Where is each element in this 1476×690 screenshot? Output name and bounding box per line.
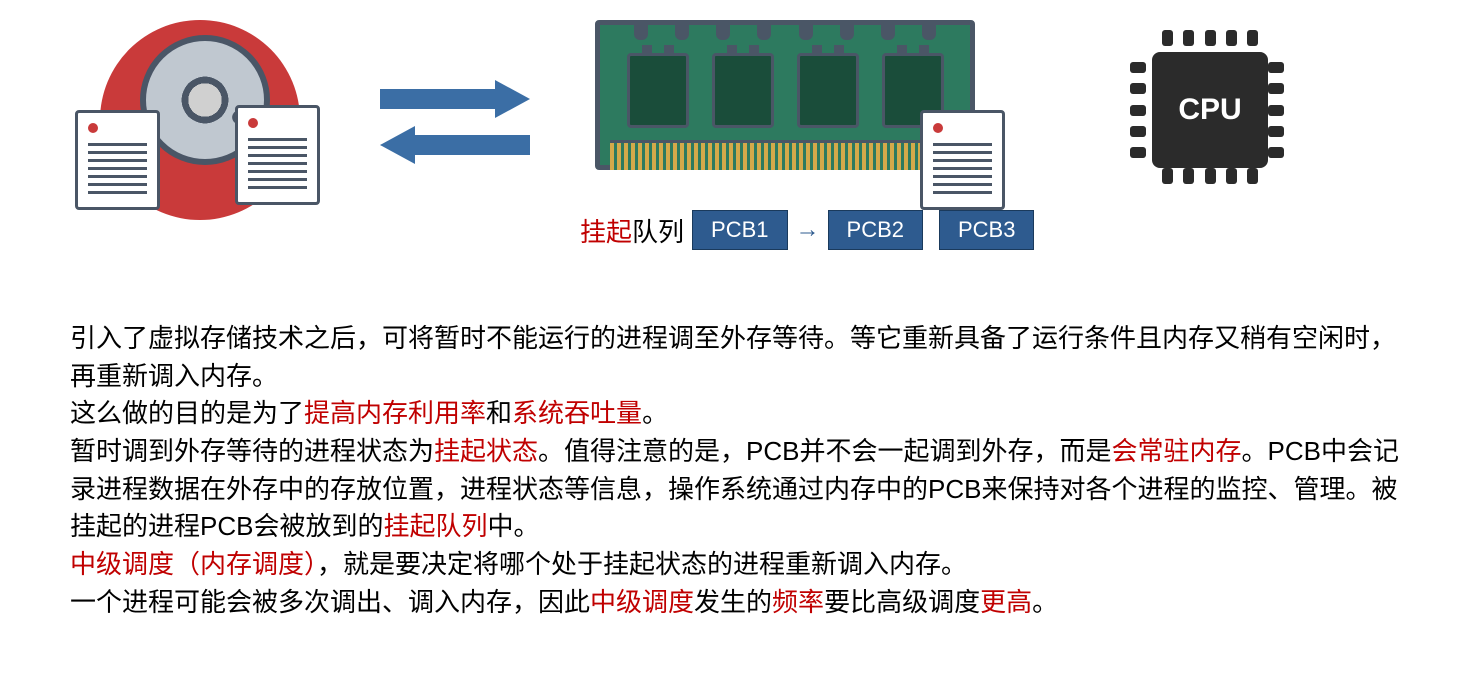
para-2: 这么做的目的是为了提高内存利用率和系统吞吐量。	[70, 395, 1406, 433]
ram-section: 挂起队列 PCB1 → PCB2 PCB3	[560, 20, 1010, 250]
para-1: 引入了虚拟存储技术之后，可将暂时不能运行的进程调至外存等待。等它重新具备了运行条…	[70, 320, 1406, 395]
arrow-left-icon	[380, 126, 530, 164]
disk-icon	[70, 20, 350, 240]
para-3: 暂时调到外存等待的进程状态为挂起状态。值得注意的是，PCB并不会一起调到外存，而…	[70, 433, 1406, 546]
suspend-queue-row: 挂起队列 PCB1 → PCB2 PCB3	[580, 210, 1010, 250]
para-5: 一个进程可能会被多次调出、调入内存，因此中级调度发生的频率要比高级调度更高。	[70, 584, 1406, 622]
pcb-box: PCB3	[939, 210, 1034, 250]
pcb-box: PCB2	[828, 210, 923, 250]
cpu-label: CPU	[1152, 52, 1268, 168]
queue-label: 挂起队列	[580, 212, 684, 249]
document-icon	[920, 110, 1005, 210]
body-text: 引入了虚拟存储技术之后，可将暂时不能运行的进程调至外存等待。等它重新具备了运行条…	[70, 320, 1406, 622]
document-icon	[75, 110, 160, 210]
arrow-right-icon	[380, 80, 530, 118]
cpu-icon: CPU	[1130, 30, 1290, 190]
arrow-right-icon: →	[796, 216, 820, 244]
pcb-box: PCB1	[692, 210, 787, 250]
para-4: 中级调度（内存调度），就是要决定将哪个处于挂起状态的进程重新调入内存。	[70, 546, 1406, 584]
cpu-section: CPU	[1130, 30, 1290, 190]
ram-icon	[595, 20, 975, 170]
document-icon	[235, 105, 320, 205]
diagram-row: 挂起队列 PCB1 → PCB2 PCB3 CPU	[70, 20, 1406, 260]
bidirectional-arrows	[380, 80, 530, 164]
